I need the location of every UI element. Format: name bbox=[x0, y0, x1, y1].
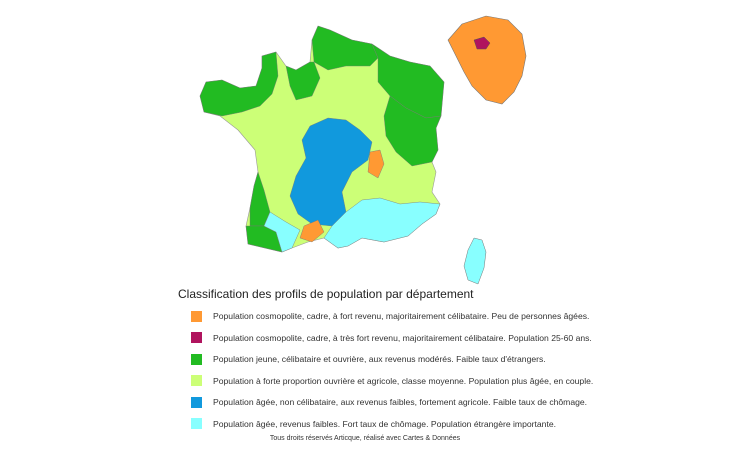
legend-item: Population à forte proportion ouvrière e… bbox=[191, 371, 593, 391]
green-departments bbox=[199, 25, 445, 253]
legend-item: Population cosmopolite, cadre, à très fo… bbox=[191, 328, 593, 348]
legend-item: Population âgée, revenus faibles. Fort t… bbox=[191, 414, 593, 434]
legend-item: Population âgée, non célibataire, aux re… bbox=[191, 392, 593, 412]
legend-swatch bbox=[191, 353, 202, 365]
legend-item: Population jeune, célibataire et ouvrièr… bbox=[191, 349, 593, 369]
corsica bbox=[463, 237, 487, 285]
legend-title: Classification des profils de population… bbox=[178, 287, 474, 301]
legend-swatch bbox=[191, 375, 202, 387]
ile-de-france-inset bbox=[447, 15, 527, 105]
legend-label: Population cosmopolite, cadre, à très fo… bbox=[213, 332, 592, 343]
paris-department bbox=[473, 36, 491, 50]
legend: Population cosmopolite, cadre, à fort re… bbox=[191, 306, 593, 436]
legend-label: Population cosmopolite, cadre, à fort re… bbox=[213, 311, 590, 321]
department-haute-garonne bbox=[299, 219, 325, 243]
credits-footer: Tous droits réservés Articque, réalisé a… bbox=[269, 435, 461, 442]
legend-label: Population à forte proportion ouvrière e… bbox=[213, 375, 594, 386]
france-department-map bbox=[199, 15, 527, 285]
legend-label: Population jeune, célibataire et ouvrièr… bbox=[213, 354, 546, 365]
legend-label: Population âgée, revenus faibles. Fort t… bbox=[213, 418, 557, 429]
legend-swatch bbox=[191, 396, 202, 408]
legend-swatch bbox=[191, 332, 202, 344]
legend-swatch bbox=[191, 418, 202, 430]
legend-item: Population cosmopolite, cadre, à fort re… bbox=[191, 306, 593, 326]
department-rhone bbox=[367, 149, 385, 179]
legend-label: Population âgée, non célibataire, aux re… bbox=[213, 397, 588, 408]
legend-swatch bbox=[191, 310, 202, 322]
cyan-departments bbox=[263, 197, 441, 253]
